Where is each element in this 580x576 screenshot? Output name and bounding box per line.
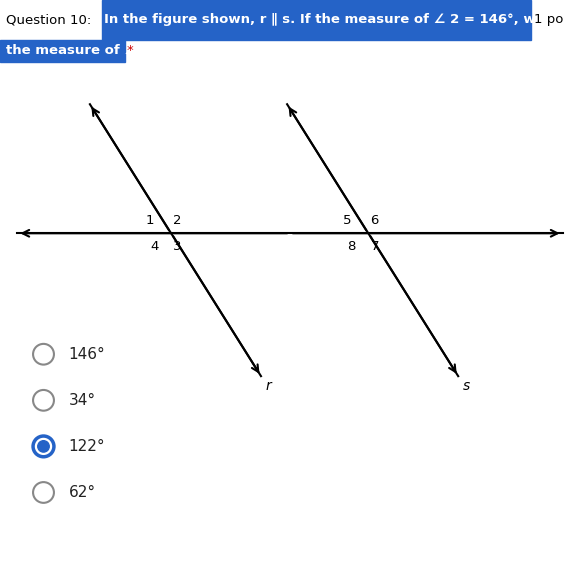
Bar: [0, 40, 125, 62]
Text: Question 10:: Question 10:: [6, 13, 95, 26]
Text: 62°: 62°: [68, 485, 96, 500]
Circle shape: [38, 441, 49, 452]
Text: 4: 4: [150, 240, 158, 253]
Text: 7: 7: [371, 240, 379, 253]
Text: 122°: 122°: [68, 439, 105, 454]
Text: 1 po: 1 po: [534, 13, 563, 26]
Text: 34°: 34°: [68, 393, 96, 408]
Text: In the figure shown, r ∥ s. If the measure of ∠ 2 = 146°, what is: In the figure shown, r ∥ s. If the measu…: [104, 13, 578, 26]
Text: 8: 8: [347, 240, 356, 253]
Text: 3: 3: [173, 240, 182, 253]
Text: r: r: [266, 379, 271, 393]
Text: 146°: 146°: [68, 347, 105, 362]
Bar: [102, 0, 531, 40]
Text: 2: 2: [173, 214, 182, 227]
Text: *: *: [126, 44, 133, 57]
Text: 5: 5: [343, 214, 351, 227]
Text: 1: 1: [146, 214, 154, 227]
Text: the measure of ∠ 7?: the measure of ∠ 7?: [6, 44, 158, 57]
Text: 6: 6: [371, 214, 379, 227]
Text: s: s: [463, 379, 470, 393]
